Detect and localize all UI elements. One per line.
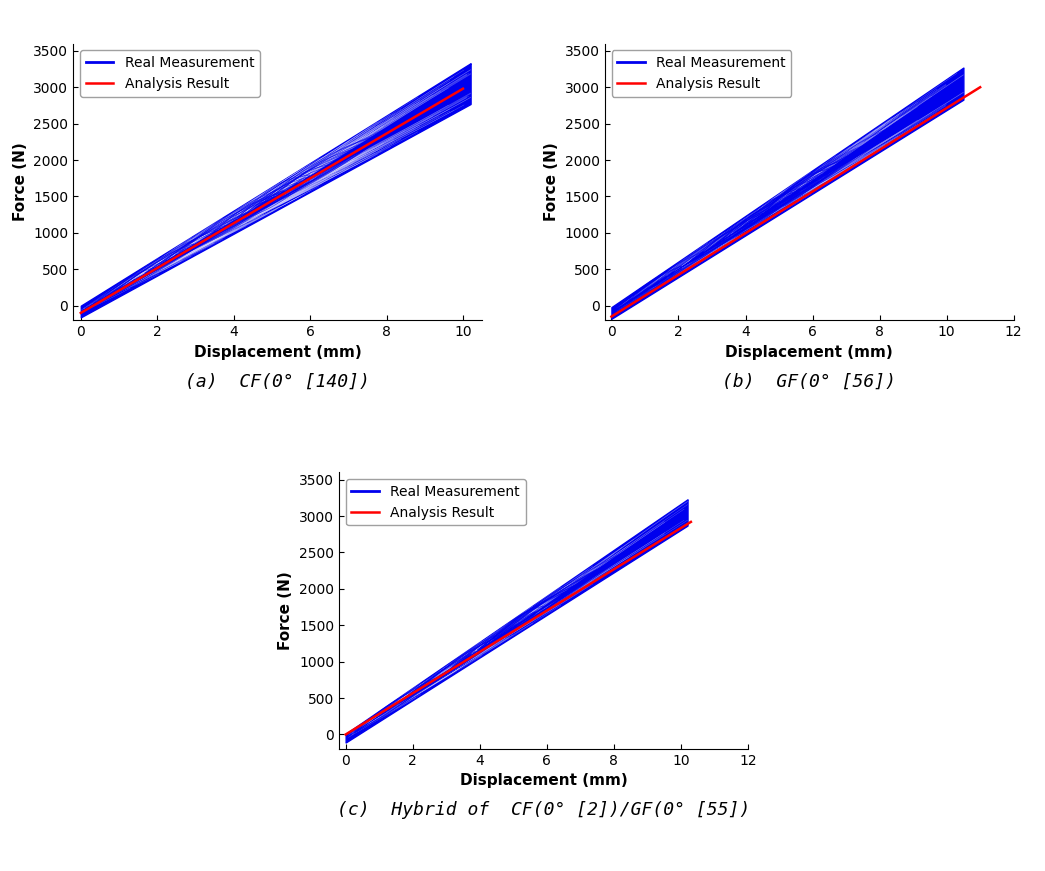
Legend: Real Measurement, Analysis Result: Real Measurement, Analysis Result [346,479,526,525]
X-axis label: Displacement (mm): Displacement (mm) [725,345,893,360]
Legend: Real Measurement, Analysis Result: Real Measurement, Analysis Result [611,51,791,97]
Text: (c)  Hybrid of  CF(0° [2])/GF(0° [55]): (c) Hybrid of CF(0° [2])/GF(0° [55]) [336,801,750,820]
Legend: Real Measurement, Analysis Result: Real Measurement, Analysis Result [80,51,260,97]
X-axis label: Displacement (mm): Displacement (mm) [193,345,362,360]
Y-axis label: Force (N): Force (N) [278,571,294,650]
X-axis label: Displacement (mm): Displacement (mm) [460,773,627,788]
Text: (a)  CF(0° [140]): (a) CF(0° [140]) [185,373,370,390]
Text: (b)  GF(0° [56]): (b) GF(0° [56]) [722,373,897,390]
Y-axis label: Force (N): Force (N) [544,143,559,221]
Y-axis label: Force (N): Force (N) [13,143,27,221]
